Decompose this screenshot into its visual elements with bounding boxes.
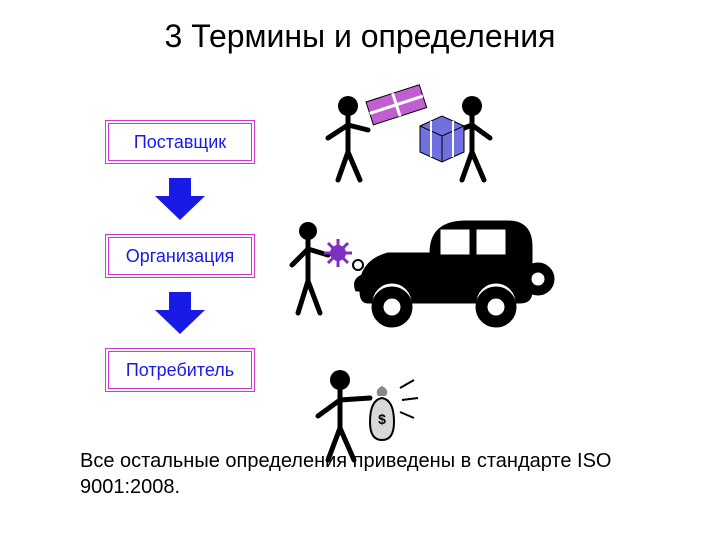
page-title: 3 Термины и определения xyxy=(0,0,720,55)
flow-box-supplier: Поставщик xyxy=(105,120,255,164)
flow-box-label: Потребитель xyxy=(126,360,234,381)
arrow-down-icon xyxy=(155,292,205,334)
flow-box-label: Поставщик xyxy=(134,132,226,153)
delivery-illustration xyxy=(310,80,510,190)
car-illustration xyxy=(280,195,570,345)
flow-box-consumer: Потребитель xyxy=(105,348,255,392)
flow-column: Поставщик Организация Потребитель xyxy=(100,120,260,392)
arrow-down-icon xyxy=(155,178,205,220)
footer-note: Все остальные определения приведены в ст… xyxy=(80,448,640,500)
svg-text:$: $ xyxy=(378,411,386,427)
flow-box-label: Организация xyxy=(126,246,235,267)
flow-box-organization: Организация xyxy=(105,234,255,278)
